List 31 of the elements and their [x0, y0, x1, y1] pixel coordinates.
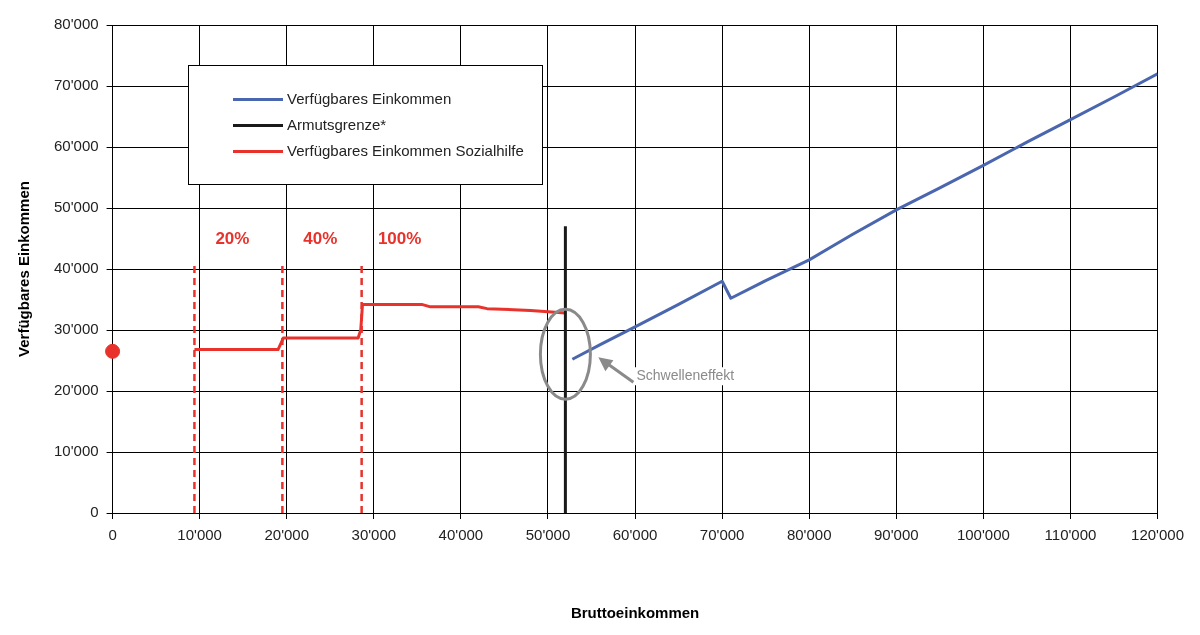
- x-tick-label: 10'000: [177, 526, 222, 544]
- x-tick-label: 50'000: [525, 526, 571, 544]
- x-tick-label: 20'000: [264, 526, 310, 544]
- annotation: 100%: [377, 228, 422, 248]
- legend-label: Verfügbares Einkommen: [287, 89, 452, 109]
- x-tick-label: 80'000: [786, 526, 832, 544]
- y-tick-label: 60'000: [54, 137, 99, 155]
- x-tick-label: 110'000: [1044, 526, 1097, 544]
- y-axis-title: Verfügbares Einkommen: [15, 181, 33, 357]
- y-tick-label: 30'000: [54, 320, 99, 338]
- y-tick-label: 40'000: [54, 259, 99, 277]
- y-tick-label: 10'000: [54, 442, 99, 460]
- x-tick-label: 60'000: [612, 526, 658, 544]
- y-tick-label: 70'000: [54, 76, 99, 94]
- annotation: 40%: [303, 228, 338, 248]
- x-tick-label: 40'000: [438, 526, 484, 544]
- x-tick-label: 120'000: [1131, 526, 1184, 544]
- x-tick-label: 30'000: [351, 526, 397, 544]
- y-tick-label: 80'000: [54, 15, 99, 33]
- y-tick-label: 50'000: [54, 198, 99, 216]
- annotation: 20%: [215, 228, 250, 248]
- x-tick-label: 90'000: [874, 526, 919, 544]
- legend-label: Armutsgrenze*: [287, 115, 387, 135]
- legend-label: Verfügbares Einkommen Sozialhilfe: [287, 141, 524, 161]
- y-tick-label: 20'000: [54, 381, 99, 399]
- x-axis-title: Bruttoeinkommen: [570, 604, 700, 622]
- x-tick-label: 0: [108, 526, 117, 544]
- annotation: Schwelleneffekt: [636, 367, 735, 384]
- x-tick-label: 100'000: [956, 526, 1010, 544]
- x-tick-label: 70'000: [699, 526, 745, 544]
- y-tick-label: 0: [90, 503, 99, 521]
